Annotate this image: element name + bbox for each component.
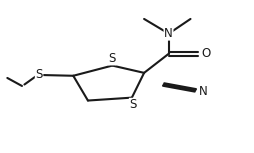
Text: S: S — [130, 98, 137, 111]
Text: N: N — [164, 27, 173, 40]
Text: O: O — [201, 47, 211, 60]
Text: S: S — [35, 68, 43, 81]
Text: N: N — [199, 85, 208, 98]
Text: S: S — [109, 52, 116, 65]
